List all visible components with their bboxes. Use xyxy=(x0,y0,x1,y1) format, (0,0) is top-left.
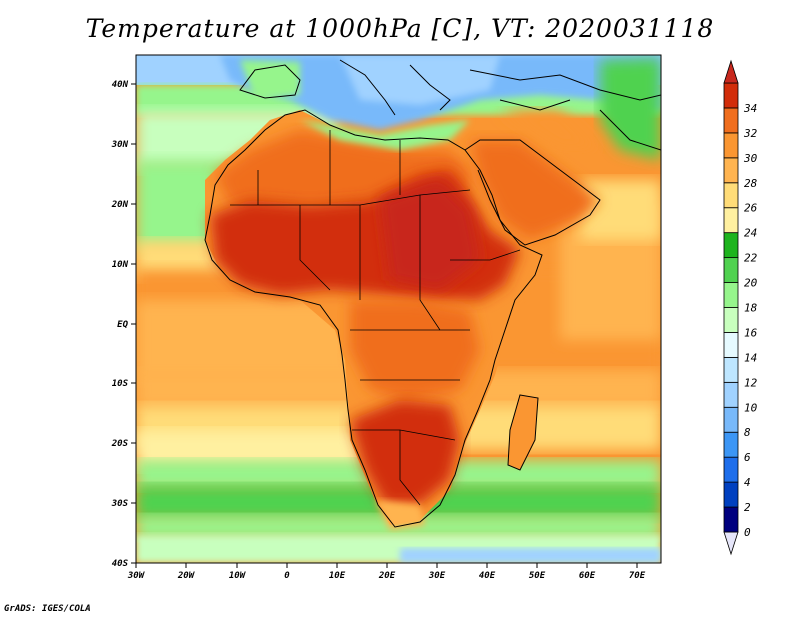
colorbar-label: 28 xyxy=(744,177,758,190)
lon-label: 0 xyxy=(284,571,290,581)
colorbar-min-triangle xyxy=(723,531,739,556)
colorbar-swatch xyxy=(723,307,739,333)
colorbar-label: 24 xyxy=(744,227,757,240)
colorbar-swatch xyxy=(723,406,739,433)
lat-label: 30S xyxy=(111,499,129,509)
colorbar-label: 4 xyxy=(744,476,751,489)
lat-label: 10N xyxy=(112,260,129,270)
lat-label: 20N xyxy=(111,200,129,210)
colorbar-label: 8 xyxy=(744,426,751,439)
colorbar-swatch xyxy=(723,332,739,358)
lon-label: 30E xyxy=(428,571,446,581)
chart-title: Temperature at 1000hPa [C], VT: 20200311… xyxy=(85,14,715,43)
colorbar-swatch xyxy=(723,257,739,283)
lon-label: 50E xyxy=(529,571,546,581)
lat-label: 40N xyxy=(112,80,129,90)
colorbar-label: 0 xyxy=(744,526,751,539)
colorbar-label: 14 xyxy=(744,351,757,364)
colorbar-swatch xyxy=(723,182,739,209)
colorbar-label: 34 xyxy=(743,102,757,115)
lat-label: 30N xyxy=(111,140,129,150)
lon-label: 20W xyxy=(177,571,196,581)
colorbar-label: 20 xyxy=(744,277,758,290)
lat-label: 10S xyxy=(112,379,129,389)
colorbar-swatch xyxy=(723,456,739,483)
colorbar-swatch xyxy=(723,506,739,533)
colorbar-swatch xyxy=(723,381,739,408)
lon-label: 10E xyxy=(329,571,346,581)
lat-label: EQ xyxy=(117,320,128,330)
lon-label: 30W xyxy=(127,571,146,581)
lat-label: 40S xyxy=(112,559,129,569)
colorbar-label: 16 xyxy=(744,326,758,339)
colorbar-label: 26 xyxy=(744,202,758,215)
lon-label: 10W xyxy=(229,571,247,581)
colorbar-label: 6 xyxy=(744,451,751,464)
plot-frame xyxy=(135,54,662,564)
colorbar-label: 2 xyxy=(744,501,751,514)
colorbar-swatch xyxy=(723,356,739,383)
colorbar-swatch xyxy=(723,481,739,508)
colorbar-label: 18 xyxy=(744,302,758,315)
colorbar-swatch xyxy=(723,207,739,234)
lon-label: 60E xyxy=(579,571,596,581)
lon-label: 70E xyxy=(629,571,646,581)
colorbar-max-triangle xyxy=(723,59,739,84)
colorbar-swatch xyxy=(723,132,739,159)
colorbar-swatch xyxy=(723,282,739,308)
lon-label: 20E xyxy=(378,571,396,581)
colorbar-label: 30 xyxy=(743,152,758,165)
lon-label: 40E xyxy=(479,571,496,581)
temperature-field xyxy=(136,55,661,563)
colorbar-swatch xyxy=(723,82,739,109)
colorbar-label: 32 xyxy=(743,127,758,140)
credit-text: GrADS: IGES/COLA xyxy=(4,604,91,614)
coastlines xyxy=(204,59,661,528)
colorbar-swatch xyxy=(723,232,739,259)
colorbar-label: 12 xyxy=(744,376,758,389)
axis-ticks xyxy=(131,83,638,568)
colorbar-label: 22 xyxy=(744,252,758,265)
colorbar-label: 10 xyxy=(744,401,758,414)
colorbar-swatch xyxy=(723,107,739,134)
lat-label: 20S xyxy=(111,439,129,449)
colorbar-swatch xyxy=(723,431,739,458)
colorbar-swatch xyxy=(723,157,739,184)
